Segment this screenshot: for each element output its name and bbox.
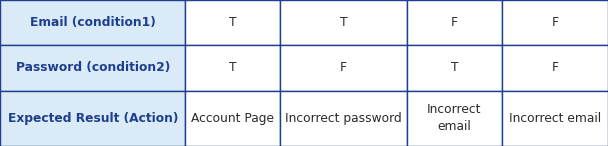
Bar: [185, 0, 280, 45]
Bar: [280, 0, 407, 45]
Bar: [407, 45, 502, 91]
Bar: [280, 91, 407, 146]
Bar: [185, 45, 280, 91]
Text: T: T: [229, 16, 237, 29]
Text: Account Page: Account Page: [191, 112, 274, 125]
Bar: [280, 45, 407, 91]
Text: F: F: [551, 16, 558, 29]
Bar: [0, 45, 185, 91]
Bar: [502, 45, 608, 91]
Bar: [502, 91, 608, 146]
Bar: [407, 91, 502, 146]
Text: Incorrect email: Incorrect email: [509, 112, 601, 125]
Text: Incorrect password: Incorrect password: [285, 112, 402, 125]
Bar: [185, 91, 280, 146]
Text: F: F: [451, 16, 458, 29]
Text: Expected Result (Action): Expected Result (Action): [7, 112, 178, 125]
Bar: [407, 0, 502, 45]
Text: F: F: [551, 61, 558, 74]
Text: Email (condition1): Email (condition1): [30, 16, 156, 29]
Bar: [502, 0, 608, 45]
Text: Password (condition2): Password (condition2): [16, 61, 170, 74]
Bar: [0, 91, 185, 146]
Text: T: T: [451, 61, 458, 74]
Text: T: T: [229, 61, 237, 74]
Text: T: T: [340, 16, 347, 29]
Text: F: F: [340, 61, 347, 74]
Text: Incorrect
email: Incorrect email: [427, 103, 482, 133]
Bar: [0, 0, 185, 45]
